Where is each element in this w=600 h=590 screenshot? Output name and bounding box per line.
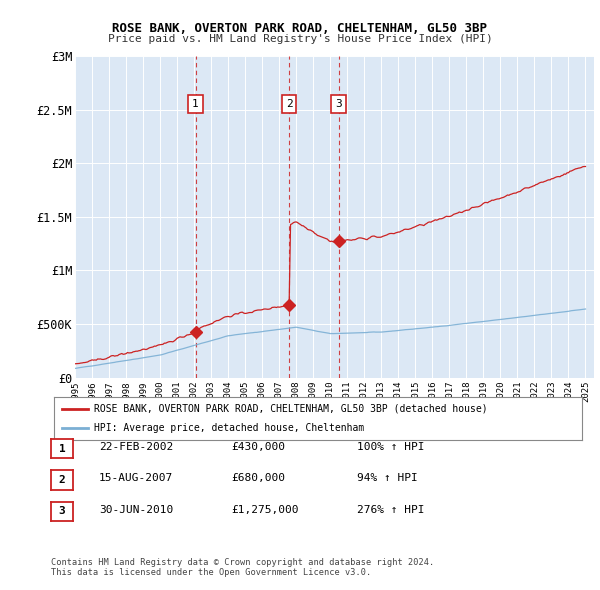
Text: HPI: Average price, detached house, Cheltenham: HPI: Average price, detached house, Chel… xyxy=(94,423,364,433)
Text: Price paid vs. HM Land Registry's House Price Index (HPI): Price paid vs. HM Land Registry's House … xyxy=(107,34,493,44)
Text: ROSE BANK, OVERTON PARK ROAD, CHELTENHAM, GL50 3BP (detached house): ROSE BANK, OVERTON PARK ROAD, CHELTENHAM… xyxy=(94,404,487,414)
Text: £680,000: £680,000 xyxy=(231,474,285,483)
Text: ROSE BANK, OVERTON PARK ROAD, CHELTENHAM, GL50 3BP: ROSE BANK, OVERTON PARK ROAD, CHELTENHAM… xyxy=(113,22,487,35)
Text: 2: 2 xyxy=(59,475,65,485)
Text: 1: 1 xyxy=(192,99,199,109)
Text: 15-AUG-2007: 15-AUG-2007 xyxy=(99,474,173,483)
Text: £1,275,000: £1,275,000 xyxy=(231,505,299,514)
Text: 94% ↑ HPI: 94% ↑ HPI xyxy=(357,474,418,483)
Text: 2: 2 xyxy=(286,99,292,109)
Text: £430,000: £430,000 xyxy=(231,442,285,452)
Text: Contains HM Land Registry data © Crown copyright and database right 2024.
This d: Contains HM Land Registry data © Crown c… xyxy=(51,558,434,577)
Text: 30-JUN-2010: 30-JUN-2010 xyxy=(99,505,173,514)
Text: 1: 1 xyxy=(59,444,65,454)
Text: 22-FEB-2002: 22-FEB-2002 xyxy=(99,442,173,452)
Text: 276% ↑ HPI: 276% ↑ HPI xyxy=(357,505,425,514)
Text: 3: 3 xyxy=(59,506,65,516)
Text: 3: 3 xyxy=(335,99,342,109)
Text: 100% ↑ HPI: 100% ↑ HPI xyxy=(357,442,425,452)
